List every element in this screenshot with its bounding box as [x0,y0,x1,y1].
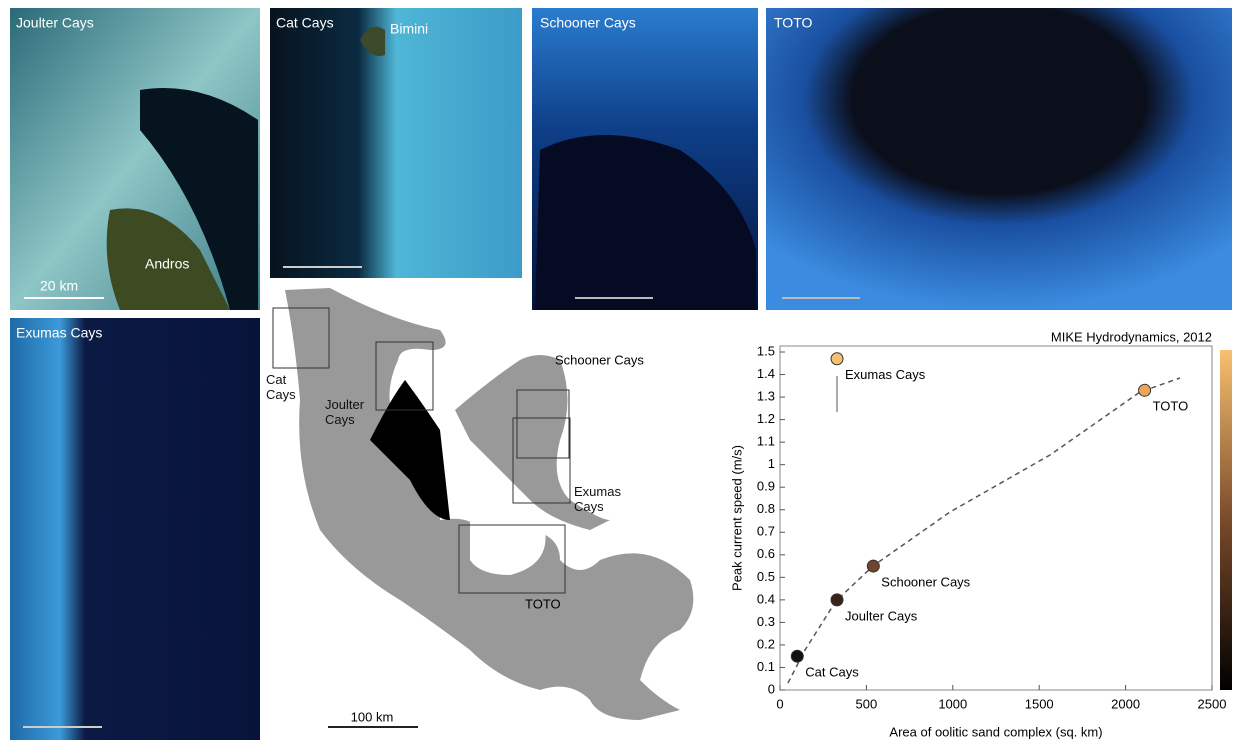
panel-title: Schooner Cays [540,15,636,31]
y-tick-label: 1.4 [757,366,775,381]
colorbar [1220,350,1232,690]
panel-exumas: Exumas Cays [10,318,260,740]
panel-title: Joulter Cays [16,15,94,31]
map-label: Joulter Cays [325,397,370,427]
y-axis-label: Peak current speed (m/s) [729,445,744,591]
y-tick-label: 0.9 [757,479,775,494]
x-tick-label: 0 [776,696,783,711]
point-label: Schooner Cays [881,575,970,590]
panel-cat: Cat Cays Bimini [270,8,522,278]
map-label: TOTO [525,596,561,611]
panel-joulter: Joulter Cays Andros 20 km [10,8,260,310]
figure: Joulter Cays Andros 20 km Cat Cays Bimin… [0,0,1238,743]
point-label: Exumas Cays [845,367,926,382]
point [1139,384,1151,396]
scale-label: 20 km [40,278,78,294]
x-axis-label: Area of oolitic sand complex (sq. km) [889,724,1102,739]
y-tick-label: 0.7 [757,524,775,539]
point [867,560,879,572]
x-tick-label: 1500 [1025,696,1054,711]
point-label: Cat Cays [805,665,859,680]
plot-frame [780,346,1212,690]
map-label: Exumas Cays [574,484,619,514]
panel-title: Cat Cays [276,15,334,31]
point [831,594,843,606]
x-tick-label: 1000 [938,696,967,711]
figure-canvas: Joulter Cays Andros 20 km Cat Cays Bimin… [0,0,1238,743]
x-tick-label: 2000 [1111,696,1140,711]
point-label: TOTO [1153,399,1189,414]
panel-title: Exumas Cays [16,325,102,341]
map-label: Cat Cays [266,372,296,402]
y-tick-label: 0.6 [757,546,775,561]
y-tick-label: 1.1 [757,434,775,449]
x-tick-label: 2500 [1198,696,1227,711]
chart: MIKE Hydrodynamics, 2012 Area of oolitic… [729,329,1232,739]
x-tick-label: 500 [856,696,878,711]
point-label: Joulter Cays [845,608,918,623]
scale-label: 100 km [351,709,394,724]
map: 100 km Schooner Cays TOTO [273,288,693,727]
y-tick-label: 1 [768,456,775,471]
panel-toto: TOTO [766,8,1232,310]
y-tick-label: 1.5 [757,343,775,358]
annotation: Andros [145,256,189,272]
y-tick-label: 0.8 [757,501,775,516]
point [791,650,803,662]
y-tick-label: 1.3 [757,389,775,404]
y-tick-label: 0.2 [757,636,775,651]
y-tick-label: 0.1 [757,659,775,674]
y-tick-label: 0.4 [757,591,775,606]
annotation: Bimini [390,21,428,37]
y-tick-label: 1.2 [757,411,775,426]
panel-schooner: Schooner Cays [532,8,758,310]
chart-title: MIKE Hydrodynamics, 2012 [1051,329,1212,344]
map-label: Schooner Cays [555,352,644,367]
y-tick-label: 0 [768,681,775,696]
y-tick-label: 0.3 [757,614,775,629]
panel-title: TOTO [774,15,812,31]
point [831,353,843,365]
y-tick-label: 0.5 [757,569,775,584]
